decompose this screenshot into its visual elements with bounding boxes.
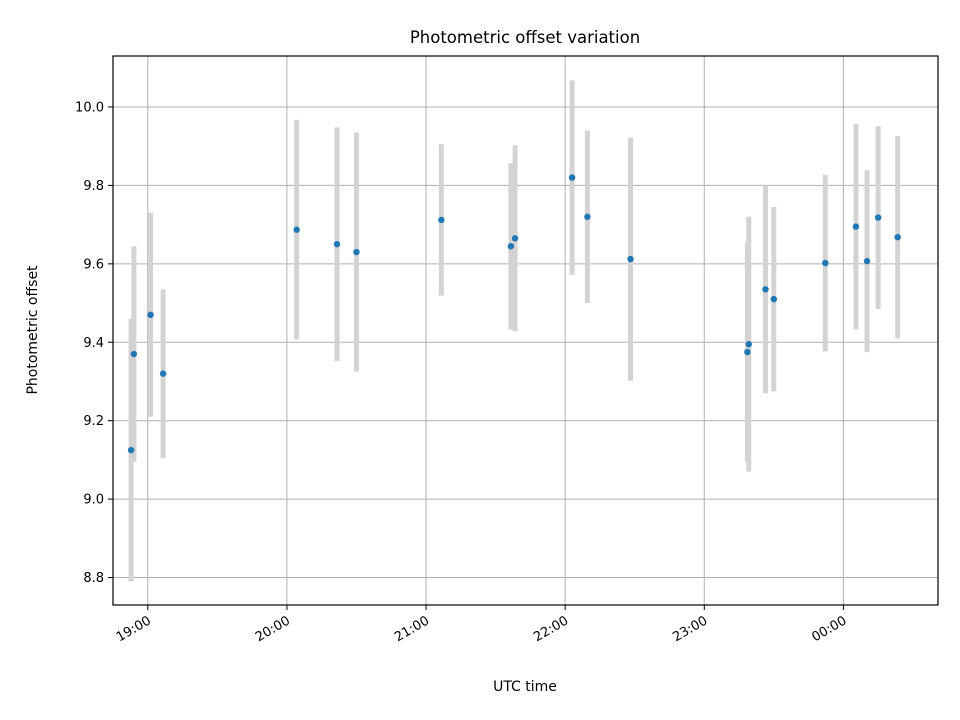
data-point	[822, 259, 829, 267]
y-tick-label: 9.6	[83, 257, 104, 272]
data-point	[852, 223, 860, 230]
data-point	[127, 446, 135, 454]
data-point	[894, 233, 901, 241]
data-point	[744, 348, 751, 356]
y-tick-label: 8.8	[83, 571, 104, 586]
data-point	[333, 241, 341, 248]
data-point	[863, 257, 871, 265]
data-point	[770, 295, 778, 303]
data-point	[627, 255, 634, 263]
data-point	[511, 235, 519, 242]
data-point	[130, 350, 138, 358]
grid	[113, 56, 938, 605]
data-point	[353, 248, 360, 256]
y-axis-title: Photometric offset	[25, 265, 41, 395]
data-point	[293, 226, 300, 233]
y-tick-label: 9.8	[83, 179, 104, 194]
data-point	[762, 286, 769, 293]
chart-title: Photometric offset variation	[410, 28, 640, 47]
y-tick-label: 10.0	[75, 100, 104, 115]
y-tick-label: 9.4	[83, 336, 104, 351]
data-point	[874, 214, 882, 221]
data-point	[507, 242, 515, 250]
data-points	[127, 174, 901, 454]
y-tick-label: 9.2	[83, 414, 104, 429]
data-point	[438, 216, 445, 224]
x-axis-title: UTC time	[493, 679, 557, 695]
data-point	[745, 341, 752, 348]
plot-frame	[112, 55, 939, 606]
y-tick-label: 9.0	[83, 493, 104, 508]
data-point	[584, 213, 591, 220]
data-point	[568, 174, 576, 181]
data-point	[159, 370, 167, 377]
data-point	[147, 311, 154, 319]
